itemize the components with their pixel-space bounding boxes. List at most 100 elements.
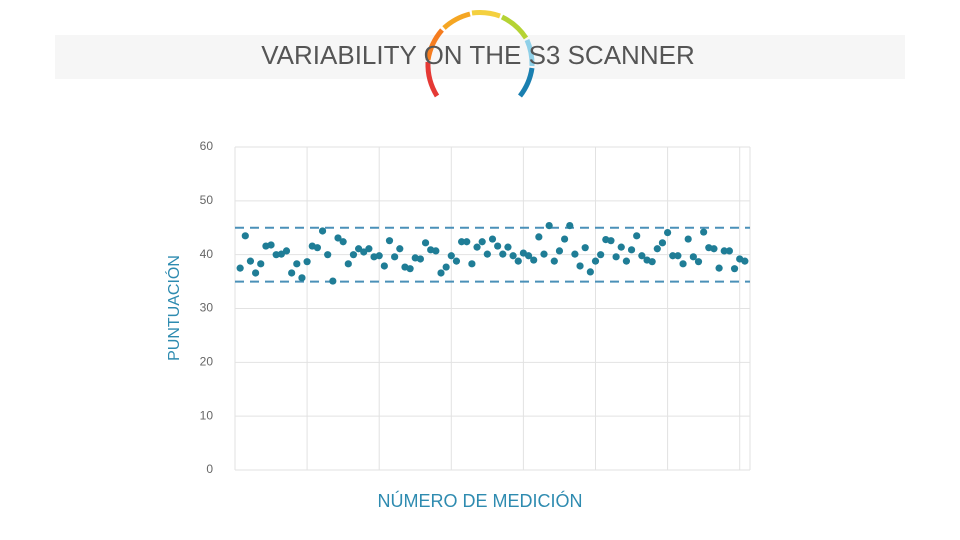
y-tick-label: 50 xyxy=(200,193,214,207)
chart-title: VARIABILITY ON THE S3 SCANNER xyxy=(261,40,694,70)
data-point xyxy=(648,258,656,266)
data-point xyxy=(555,247,564,255)
data-point xyxy=(437,269,445,277)
data-point xyxy=(483,250,491,258)
title-band xyxy=(55,35,905,79)
y-tick-label: 40 xyxy=(200,247,214,261)
data-point xyxy=(365,245,373,253)
data-point xyxy=(571,250,579,258)
data-point xyxy=(586,268,594,276)
data-point xyxy=(246,257,255,265)
data-point xyxy=(344,260,352,268)
data-point xyxy=(447,252,455,260)
data-point xyxy=(581,244,589,252)
data-point xyxy=(473,243,481,251)
data-point xyxy=(524,252,533,260)
data-point xyxy=(406,265,414,273)
data-point xyxy=(442,263,450,271)
data-point xyxy=(463,238,471,246)
data-point xyxy=(416,255,424,263)
plot-area: 0 10 20 30 40 50 60 xyxy=(200,139,751,476)
data-point xyxy=(288,269,296,277)
data-point xyxy=(638,252,646,260)
data-point xyxy=(715,264,723,272)
data-point xyxy=(318,227,327,235)
data-point xyxy=(494,242,502,250)
data-point xyxy=(607,237,615,245)
data-point xyxy=(478,238,486,246)
data-point xyxy=(504,243,512,251)
data-point xyxy=(679,260,687,268)
data-point xyxy=(540,250,548,258)
data-point xyxy=(298,274,306,282)
data-point xyxy=(741,257,749,265)
data-point xyxy=(509,252,517,260)
data-point xyxy=(385,237,394,245)
data-point xyxy=(664,228,672,237)
data-point xyxy=(591,257,600,265)
data-point xyxy=(334,234,342,242)
data-point xyxy=(329,277,337,285)
y-axis-label: PUNTUACIÓN xyxy=(164,255,183,361)
data-point xyxy=(710,245,718,253)
data-point xyxy=(236,264,244,272)
data-point xyxy=(468,260,476,268)
data-point xyxy=(293,260,301,268)
data-point xyxy=(700,228,708,236)
data-point xyxy=(633,232,641,240)
data-point xyxy=(653,245,661,253)
x-axis-label: NÚMERO DE MEDICIÓN xyxy=(377,490,582,511)
y-tick-label: 20 xyxy=(200,355,214,369)
y-tick-label: 30 xyxy=(200,301,214,315)
data-point xyxy=(684,235,692,243)
data-point xyxy=(535,233,543,241)
data-point xyxy=(380,262,388,270)
data-point xyxy=(530,256,538,264)
data-point xyxy=(622,257,631,265)
y-tick-label: 0 xyxy=(206,462,213,476)
data-point xyxy=(499,250,507,258)
data-point xyxy=(730,265,739,273)
data-point xyxy=(725,247,734,255)
data-point xyxy=(488,235,497,243)
data-point xyxy=(375,252,383,260)
data-point xyxy=(452,257,461,265)
data-point xyxy=(349,251,358,259)
data-point xyxy=(576,262,584,270)
y-tick-label: 60 xyxy=(200,139,214,153)
data-point xyxy=(241,232,249,240)
data-point xyxy=(277,250,285,258)
data-point xyxy=(612,253,620,261)
data-point xyxy=(355,245,363,253)
data-point xyxy=(720,247,728,255)
data-point xyxy=(597,251,605,259)
data-point xyxy=(617,243,625,251)
data-point xyxy=(421,239,430,247)
data-point xyxy=(694,258,703,266)
data-point xyxy=(282,247,291,255)
data-point xyxy=(566,221,574,230)
data-point xyxy=(324,251,332,259)
data-point xyxy=(689,253,697,261)
gauge-arc xyxy=(425,10,535,98)
data-point xyxy=(458,238,466,246)
data-point xyxy=(267,241,275,249)
data-point xyxy=(303,258,311,266)
data-point xyxy=(561,235,569,243)
data-point xyxy=(432,247,440,255)
data-point xyxy=(550,257,558,265)
data-point xyxy=(545,221,553,230)
data-point xyxy=(313,244,321,252)
data-point xyxy=(674,252,682,260)
y-tick-label: 10 xyxy=(200,408,214,422)
data-point xyxy=(252,269,260,277)
data-point xyxy=(257,260,265,268)
data-point xyxy=(339,238,347,246)
data-point xyxy=(360,248,368,256)
data-point xyxy=(391,253,399,261)
data-point xyxy=(396,245,404,253)
data-point xyxy=(669,252,677,260)
data-point xyxy=(514,257,522,265)
data-point xyxy=(658,239,667,247)
